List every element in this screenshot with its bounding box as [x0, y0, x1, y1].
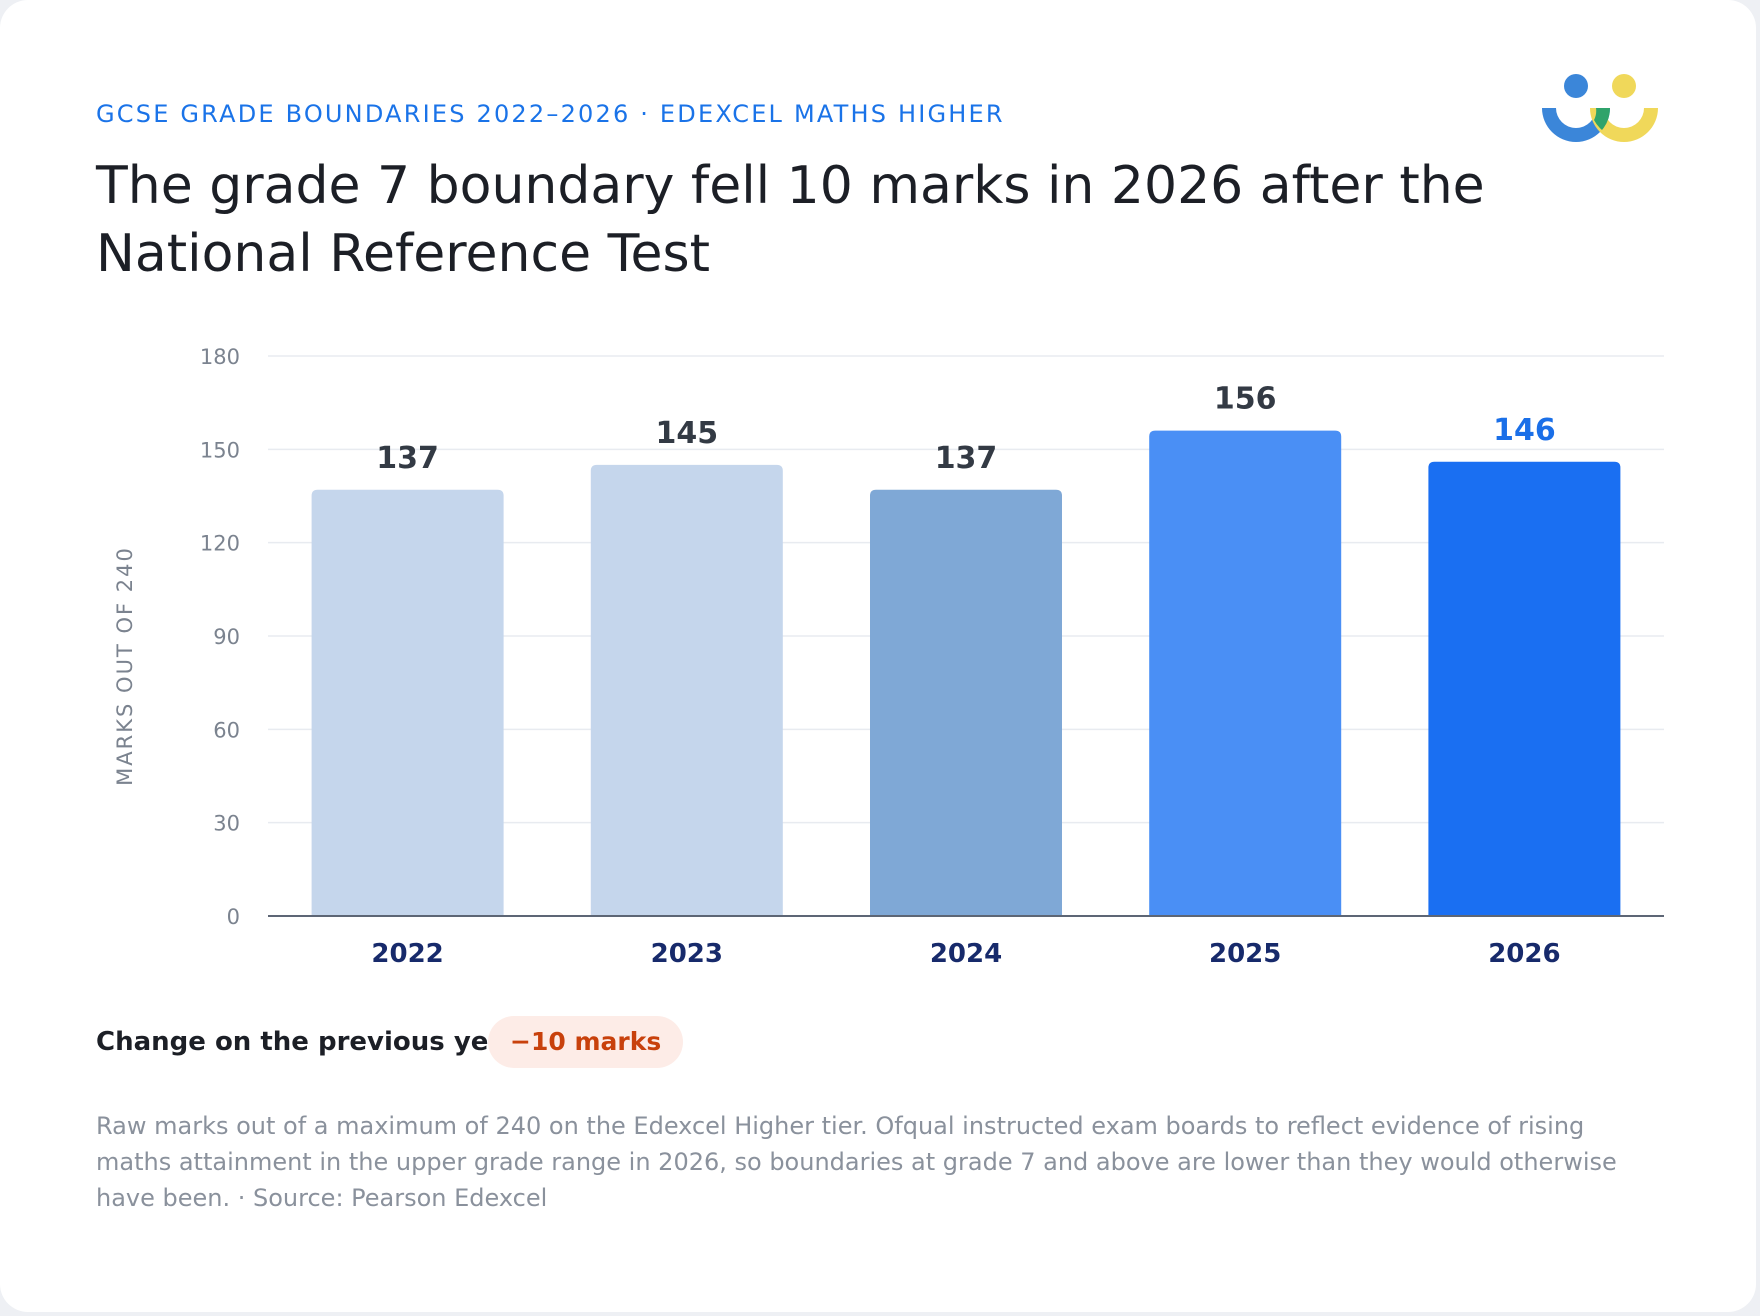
logo-head-left	[1564, 74, 1588, 98]
x-tick-label: 2025	[1209, 939, 1281, 969]
kicker: GCSE GRADE BOUNDARIES 2022–2026 · EDEXCE…	[96, 100, 1005, 128]
footnote: Raw marks out of a maximum of 240 on the…	[96, 1108, 1656, 1216]
y-axis-label: MARKS OUT OF 240	[113, 546, 137, 786]
footnote-separator: ·	[230, 1184, 254, 1212]
logo-body-right	[1590, 108, 1658, 142]
page-title: The grade 7 boundary fell 10 marks in 20…	[96, 156, 1485, 284]
data-label-2023: 145	[655, 416, 718, 451]
data-label-2025: 156	[1214, 382, 1277, 417]
y-tick-label: 120	[200, 532, 240, 556]
x-tick-label: 2022	[371, 939, 443, 969]
x-tick-label: 2023	[651, 939, 723, 969]
bar-2022	[311, 489, 504, 916]
bar-2026	[1428, 461, 1621, 916]
data-label-2022: 137	[376, 441, 439, 476]
people-logo-icon	[1542, 74, 1658, 142]
bar-chart: 0 30 60 90 120 150 180 MARKS OUT OF 240 137 2022 1…	[113, 345, 1664, 969]
x-tick-label: 2024	[930, 939, 1002, 969]
footnote-source: Source: Pearson Edexcel	[253, 1184, 548, 1212]
y-tick-label: 180	[200, 345, 240, 369]
y-tick-label: 30	[213, 812, 240, 836]
data-label-2026: 146	[1493, 413, 1556, 448]
data-label-2024: 137	[935, 441, 998, 476]
x-tick-label: 2026	[1488, 939, 1560, 969]
y-tick-label: 0	[227, 905, 240, 929]
logo-overlap	[1594, 108, 1611, 130]
logo-body-left	[1542, 108, 1610, 142]
y-tick-label: 150	[200, 438, 240, 462]
y-tick-label: 90	[213, 625, 240, 649]
change-badge: −10 marks	[488, 1016, 684, 1068]
y-tick-label: 60	[213, 718, 240, 742]
footnote-text: Raw marks out of a maximum of 240 on the…	[96, 1112, 1617, 1212]
bar-2025	[1149, 430, 1342, 916]
bar-2024	[870, 489, 1062, 916]
logo-head-right	[1612, 74, 1636, 98]
change-label: Change on the previous year	[96, 1027, 519, 1057]
bar-2023	[590, 464, 783, 916]
